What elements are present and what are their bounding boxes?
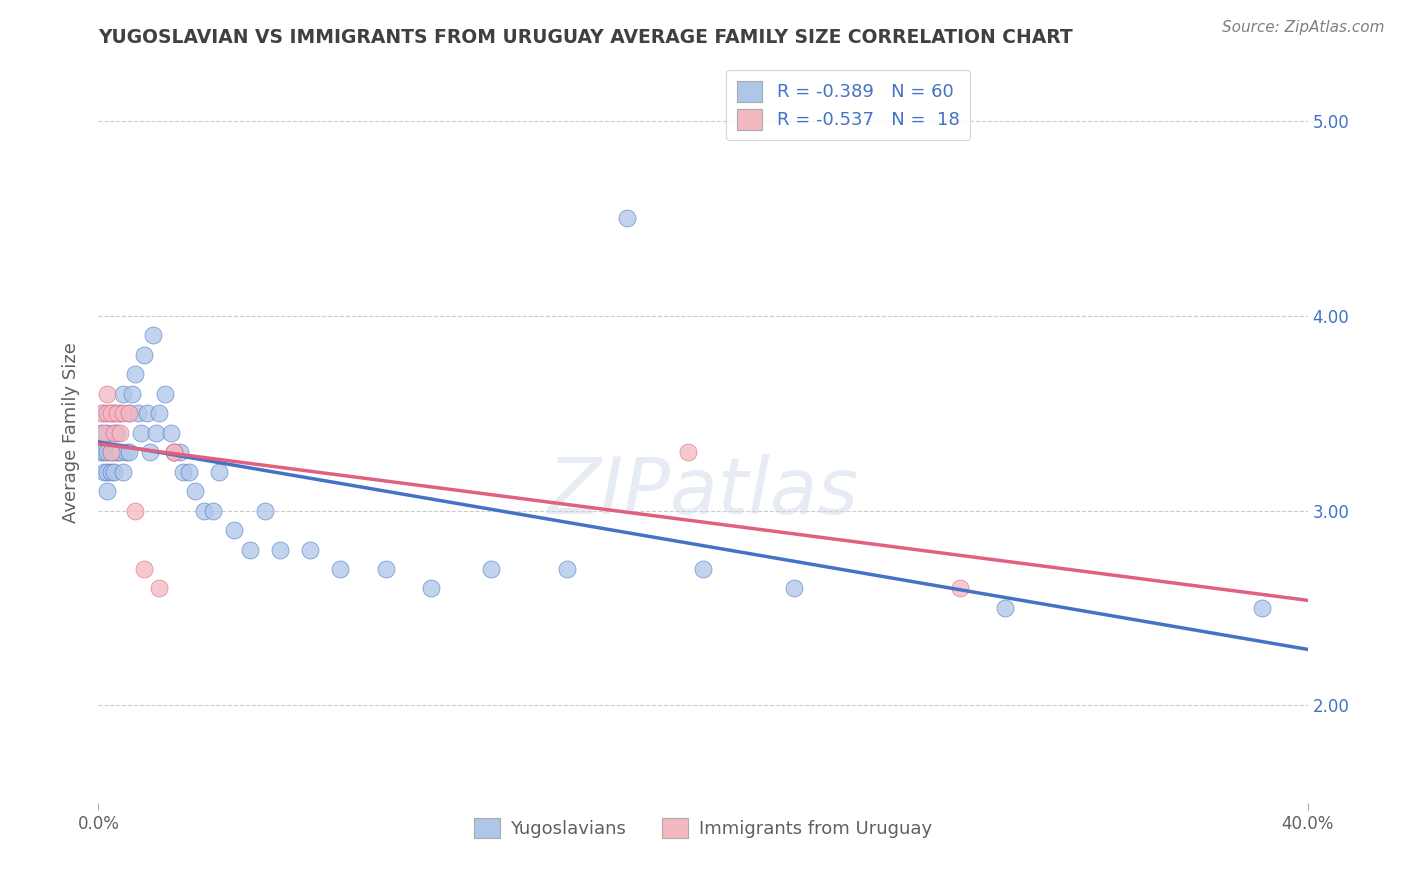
Point bbox=[96, 386, 118, 401]
Point bbox=[124, 367, 146, 381]
Point bbox=[148, 582, 170, 596]
Point bbox=[108, 406, 131, 420]
Point bbox=[93, 425, 115, 440]
Point bbox=[329, 562, 352, 576]
Point bbox=[103, 406, 125, 420]
Point bbox=[374, 562, 396, 576]
Point bbox=[179, 465, 201, 479]
Point bbox=[118, 406, 141, 420]
Point bbox=[114, 445, 136, 459]
Point bbox=[163, 445, 186, 459]
Point bbox=[994, 601, 1017, 615]
Point bbox=[148, 406, 170, 420]
Point bbox=[105, 445, 128, 459]
Point bbox=[420, 582, 443, 596]
Point bbox=[202, 503, 225, 517]
Point bbox=[96, 425, 118, 440]
Point bbox=[100, 406, 122, 420]
Point bbox=[184, 484, 207, 499]
Point bbox=[103, 425, 125, 440]
Point bbox=[103, 445, 125, 459]
Point bbox=[169, 445, 191, 459]
Point bbox=[96, 465, 118, 479]
Point bbox=[93, 445, 115, 459]
Point bbox=[111, 386, 134, 401]
Point bbox=[142, 328, 165, 343]
Point bbox=[676, 445, 699, 459]
Point bbox=[100, 445, 122, 459]
Point bbox=[129, 425, 152, 440]
Point bbox=[783, 582, 806, 596]
Point bbox=[239, 542, 262, 557]
Point bbox=[93, 406, 115, 420]
Point bbox=[163, 445, 186, 459]
Point bbox=[616, 211, 638, 226]
Point bbox=[96, 484, 118, 499]
Point bbox=[111, 465, 134, 479]
Point bbox=[145, 425, 167, 440]
Point bbox=[124, 503, 146, 517]
Point bbox=[108, 425, 131, 440]
Point bbox=[90, 406, 112, 420]
Point bbox=[90, 445, 112, 459]
Point bbox=[299, 542, 322, 557]
Point bbox=[121, 386, 143, 401]
Point bbox=[105, 425, 128, 440]
Point bbox=[208, 465, 231, 479]
Legend: Yugoslavians, Immigrants from Uruguay: Yugoslavians, Immigrants from Uruguay bbox=[467, 810, 939, 846]
Point bbox=[555, 562, 578, 576]
Text: YUGOSLAVIAN VS IMMIGRANTS FROM URUGUAY AVERAGE FAMILY SIZE CORRELATION CHART: YUGOSLAVIAN VS IMMIGRANTS FROM URUGUAY A… bbox=[98, 28, 1073, 47]
Point bbox=[90, 425, 112, 440]
Point bbox=[96, 445, 118, 459]
Y-axis label: Average Family Size: Average Family Size bbox=[62, 343, 80, 523]
Point bbox=[118, 406, 141, 420]
Point bbox=[96, 406, 118, 420]
Point bbox=[100, 445, 122, 459]
Point bbox=[118, 445, 141, 459]
Point bbox=[193, 503, 215, 517]
Point bbox=[692, 562, 714, 576]
Point bbox=[172, 465, 194, 479]
Point bbox=[103, 425, 125, 440]
Point bbox=[100, 406, 122, 420]
Point bbox=[1251, 601, 1274, 615]
Text: Source: ZipAtlas.com: Source: ZipAtlas.com bbox=[1222, 20, 1385, 35]
Point bbox=[105, 406, 128, 420]
Point bbox=[127, 406, 149, 420]
Point bbox=[139, 445, 162, 459]
Point bbox=[163, 445, 186, 459]
Point bbox=[135, 406, 157, 420]
Point bbox=[949, 582, 972, 596]
Point bbox=[253, 503, 276, 517]
Point bbox=[269, 542, 291, 557]
Point bbox=[160, 425, 183, 440]
Point bbox=[153, 386, 176, 401]
Text: ZIPatlas: ZIPatlas bbox=[547, 454, 859, 530]
Point bbox=[132, 562, 155, 576]
Point bbox=[93, 465, 115, 479]
Point bbox=[111, 406, 134, 420]
Point bbox=[108, 445, 131, 459]
Point bbox=[132, 348, 155, 362]
Point bbox=[100, 465, 122, 479]
Point bbox=[481, 562, 503, 576]
Point bbox=[224, 523, 246, 537]
Point bbox=[103, 465, 125, 479]
